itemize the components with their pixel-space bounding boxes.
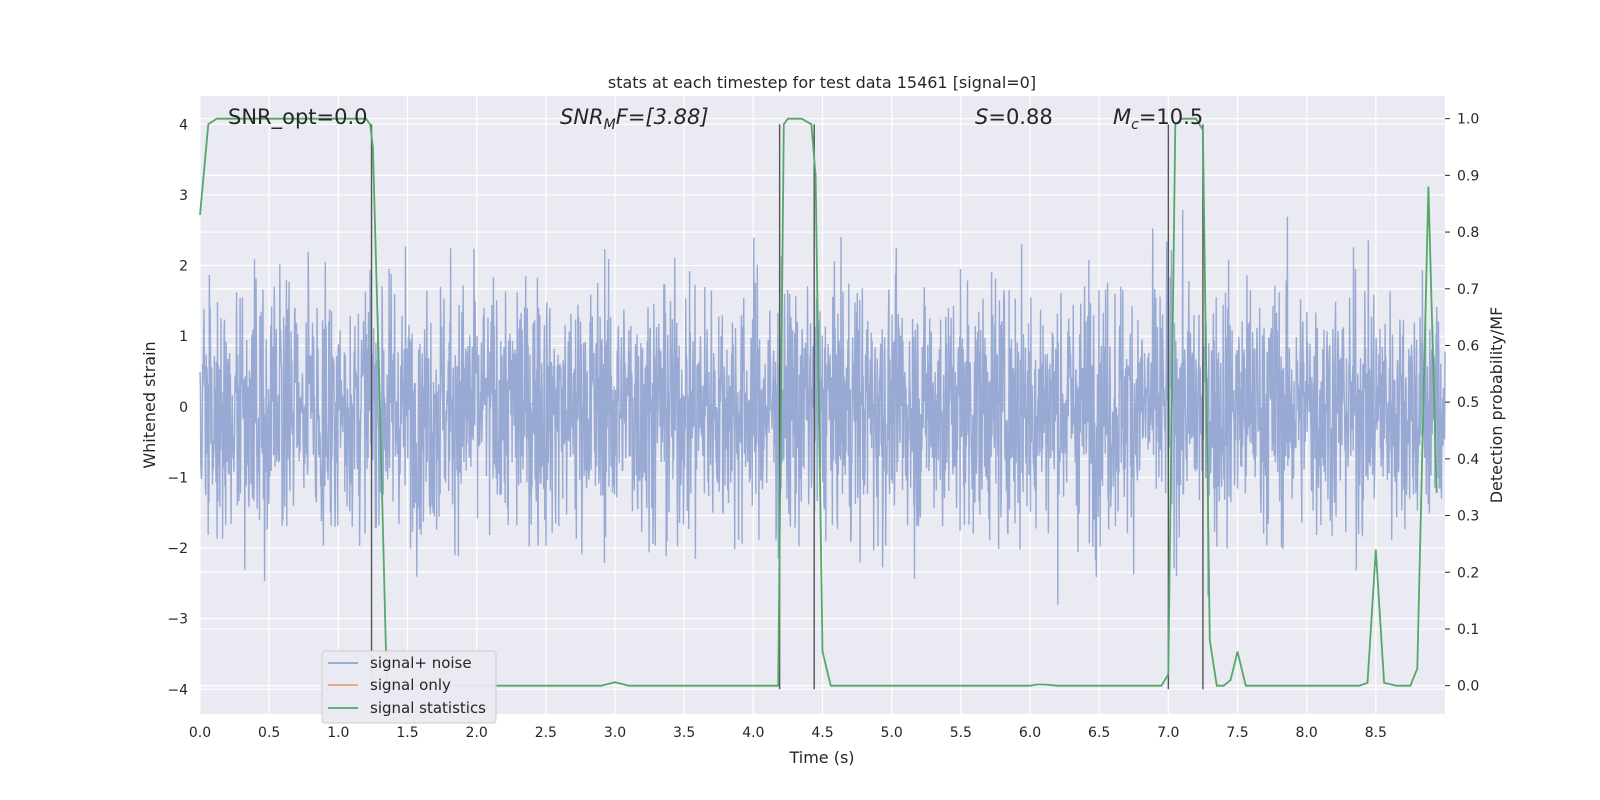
snr-mf-sub: M (604, 117, 616, 133)
y-right-tick-label: 0.7 (1457, 282, 1479, 298)
legend-label-statistics: signal statistics (370, 699, 486, 717)
y-right-tick-label: 0.2 (1457, 565, 1479, 581)
mc-main: M (1113, 105, 1131, 129)
legend-label-signal-only: signal only (370, 676, 451, 694)
y-left-tick-label: 3 (179, 188, 188, 204)
y-right-tick-label: 0.6 (1457, 338, 1479, 354)
y-right-tick-label: 0.1 (1457, 622, 1479, 638)
y-right-tick-label: 0.0 (1457, 679, 1479, 695)
y-left-axis-ticks: −4 −3 −2 −1 0 1 2 3 4 (167, 117, 188, 698)
y-left-tick-label: −4 (167, 682, 188, 698)
series-signal-noise (199, 209, 1446, 605)
snr-mf-main: SNR (560, 105, 604, 129)
legend-label-noise: signal+ noise (370, 654, 472, 672)
y-right-tick-label: 0.8 (1457, 225, 1479, 241)
x-tick-label: 3.0 (604, 725, 626, 741)
x-axis-label: Time (s) (788, 748, 854, 767)
vertical-markers (370, 124, 1204, 690)
legend: signal+ noise signal only signal statist… (321, 650, 497, 724)
x-tick-label: 4.0 (742, 725, 764, 741)
x-tick-label: 5.0 (881, 725, 903, 741)
y-left-tick-label: −2 (167, 541, 188, 557)
y-left-tick-label: 1 (179, 329, 188, 345)
mc-rest: =10.5 (1139, 105, 1203, 129)
series-signal-statistics (199, 117, 1438, 687)
x-tick-label: 8.5 (1365, 725, 1387, 741)
y-left-tick-label: 2 (179, 259, 188, 275)
mc-sub: c (1131, 117, 1139, 133)
x-tick-label: 1.0 (327, 725, 349, 741)
snr-mf-rest-f: F=[3.88] (616, 105, 709, 129)
x-tick-label: 8.0 (1296, 725, 1318, 741)
x-tick-label: 1.5 (396, 725, 418, 741)
chart-title: stats at each timestep for test data 154… (608, 73, 1036, 92)
x-tick-label: 4.5 (811, 725, 833, 741)
annotation-s: S=0.88 (975, 105, 1053, 129)
y-left-tick-label: −3 (167, 612, 188, 628)
x-tick-label: 0.5 (258, 725, 280, 741)
x-tick-label: 2.5 (535, 725, 557, 741)
annotation-mc: Mc=10.5 (1113, 105, 1203, 133)
x-tick-label: 3.5 (673, 725, 695, 741)
y-left-tick-label: −1 (167, 470, 188, 486)
y-left-tick-label: 4 (179, 117, 188, 133)
x-tick-label: 0.0 (189, 725, 211, 741)
legend-box (321, 650, 497, 724)
annotation-snr-mf: SNRMF=[3.88] (560, 105, 709, 133)
x-axis-ticks: 0.0 0.5 1.0 1.5 2.0 2.5 3.0 3.5 4.0 4.5 5.0 5.5 6.0 6… (189, 725, 1387, 741)
y-right-axis-label: Detection probability/MF (1487, 307, 1506, 504)
y-right-tick-label: 0.3 (1457, 509, 1479, 525)
x-tick-label: 6.0 (1019, 725, 1041, 741)
y-right-tick-label: 0.5 (1457, 395, 1479, 411)
s-main: S (975, 105, 988, 129)
y-right-axis-ticks: 0.0 0.1 0.2 0.3 0.4 0.5 0.6 0.7 0.8 0.9 1.0 (1445, 112, 1479, 695)
noise-trace (199, 209, 1446, 605)
y-left-axis-label: Whitened strain (140, 341, 159, 468)
x-tick-label: 7.0 (1157, 725, 1179, 741)
s-rest: =0.88 (988, 105, 1052, 129)
x-tick-label: 7.5 (1226, 725, 1248, 741)
x-tick-label: 6.5 (1088, 725, 1110, 741)
y-right-tick-label: 0.9 (1457, 168, 1479, 184)
y-left-tick-label: 0 (179, 400, 188, 416)
x-tick-label: 5.5 (950, 725, 972, 741)
y-right-tick-label: 1.0 (1457, 112, 1479, 128)
statistics-line (199, 117, 1438, 687)
x-tick-label: 2.0 (466, 725, 488, 741)
y-right-tick-label: 0.4 (1457, 452, 1479, 468)
annotation-snr-opt: SNR_opt=0.0 (228, 105, 368, 130)
